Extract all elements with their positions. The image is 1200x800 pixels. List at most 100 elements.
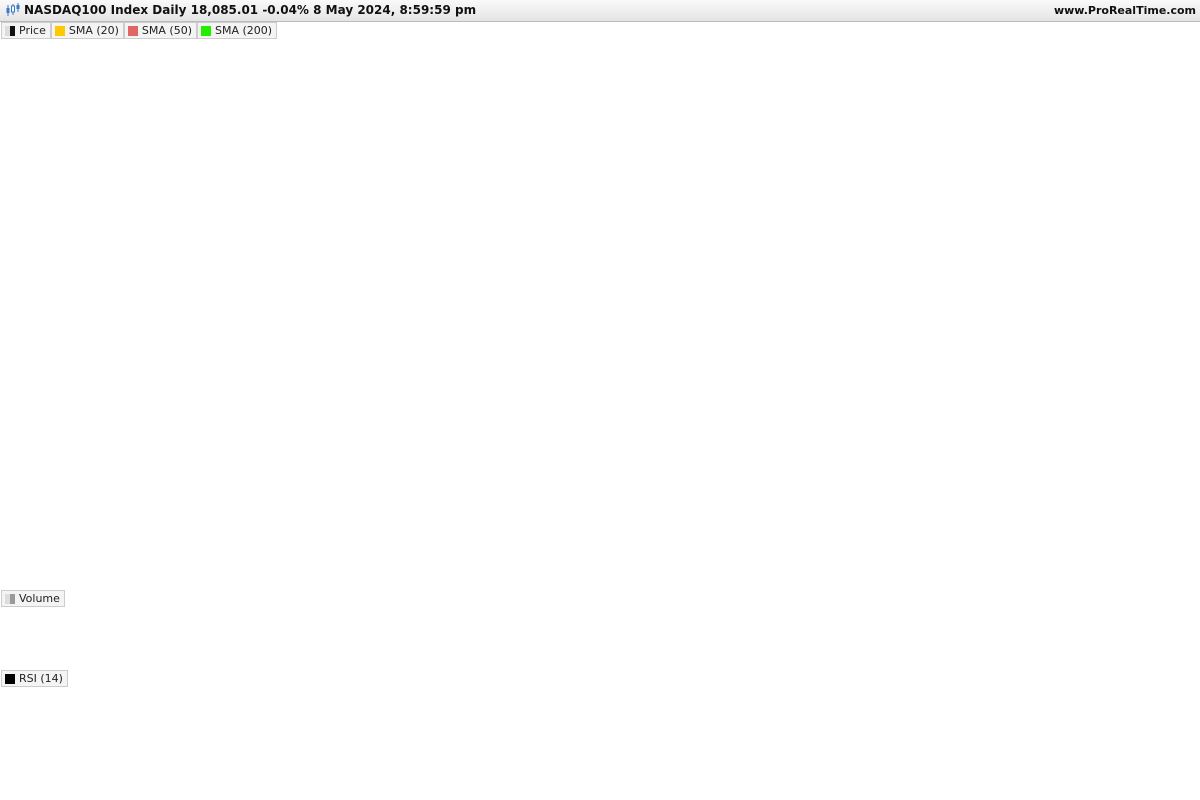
candle-down[interactable]: [293, 193, 302, 205]
volume-bar: [775, 629, 786, 668]
candle-up[interactable]: [207, 287, 216, 310]
time-tick-label: Jun: [1013, 782, 1036, 796]
candle-up[interactable]: [229, 224, 238, 234]
candle-down[interactable]: [250, 289, 259, 304]
candle-up[interactable]: [121, 353, 130, 389]
candle-down[interactable]: [347, 113, 356, 132]
candle-down[interactable]: [658, 150, 667, 263]
candle-up[interactable]: [218, 235, 227, 256]
candle-down[interactable]: [830, 159, 839, 166]
candle-down[interactable]: [443, 204, 452, 237]
candle-up[interactable]: [476, 126, 485, 171]
candle-down[interactable]: [733, 284, 742, 309]
candle-up[interactable]: [551, 112, 560, 118]
candle-up[interactable]: [744, 331, 753, 392]
candle-up[interactable]: [379, 111, 388, 147]
candle-down[interactable]: [35, 338, 44, 360]
candle-down[interactable]: [433, 157, 442, 185]
candle-up[interactable]: [819, 162, 828, 200]
candle-down[interactable]: [400, 196, 409, 201]
volume-bar: [614, 628, 625, 668]
candle-up[interactable]: [465, 177, 474, 212]
candle-up[interactable]: [723, 320, 732, 368]
legend-sma200[interactable]: SMA (200): [197, 22, 278, 39]
volume-bar: [99, 630, 110, 668]
downtrend-line[interactable]: [489, 69, 964, 176]
candle-up[interactable]: [798, 302, 807, 321]
candle-down[interactable]: [529, 101, 538, 118]
candle-down[interactable]: [787, 343, 796, 363]
volume-bar: [689, 627, 700, 668]
rsi-legend[interactable]: RSI (14): [1, 670, 68, 687]
candle-up[interactable]: [175, 241, 184, 249]
candle-up[interactable]: [712, 388, 721, 403]
candle-down[interactable]: [357, 163, 366, 214]
rsi-line: [0, 701, 845, 747]
candle-up[interactable]: [3, 516, 12, 525]
candle-up[interactable]: [325, 175, 334, 190]
candle-down[interactable]: [78, 330, 87, 336]
candle-down[interactable]: [368, 165, 377, 184]
candle-down[interactable]: [422, 148, 431, 171]
candle-down[interactable]: [519, 104, 528, 136]
candle-down[interactable]: [486, 77, 495, 109]
sma20-line: [6, 149, 845, 524]
candle-down[interactable]: [110, 373, 119, 411]
info-icon[interactable]: i: [840, 573, 851, 586]
candle-up[interactable]: [89, 288, 98, 331]
volume-legend[interactable]: Volume: [1, 590, 65, 607]
candle-down[interactable]: [615, 138, 624, 146]
candle-down[interactable]: [314, 212, 323, 220]
candle-up[interactable]: [755, 257, 764, 298]
volume-bar: [292, 624, 303, 668]
candle-up[interactable]: [261, 318, 270, 338]
candle-up[interactable]: [24, 361, 33, 430]
candle-down[interactable]: [604, 153, 613, 163]
candle-down[interactable]: [776, 256, 785, 331]
candle-up[interactable]: [561, 156, 570, 168]
candle-up[interactable]: [669, 258, 678, 266]
candle-down[interactable]: [57, 297, 66, 316]
candle-up[interactable]: [186, 195, 195, 233]
time-tick-label: Mar: [325, 782, 351, 796]
candle-down[interactable]: [390, 108, 399, 184]
candle-down[interactable]: [454, 179, 463, 192]
candle-down[interactable]: [701, 356, 710, 437]
price-tick-label: 16,800: [1146, 488, 1185, 501]
legend-sma50[interactable]: SMA (50): [123, 22, 197, 39]
candle-down[interactable]: [690, 309, 699, 343]
candle-up[interactable]: [411, 131, 420, 172]
candle-up[interactable]: [46, 338, 55, 355]
candle-up[interactable]: [626, 183, 635, 198]
candle-up[interactable]: [497, 101, 506, 114]
candle-down[interactable]: [196, 200, 205, 218]
candle-up[interactable]: [14, 450, 23, 474]
candle-up[interactable]: [304, 193, 313, 198]
legend-price[interactable]: Price: [1, 22, 51, 39]
candle-up[interactable]: [508, 116, 517, 134]
candle-down[interactable]: [647, 156, 656, 188]
candle-down[interactable]: [100, 298, 109, 322]
candle-down[interactable]: [143, 278, 152, 287]
candle-up[interactable]: [809, 213, 818, 226]
candle-up[interactable]: [572, 145, 581, 174]
candle-down[interactable]: [680, 240, 689, 318]
candle-down[interactable]: [67, 290, 76, 312]
candle-up[interactable]: [272, 184, 281, 223]
candle-down[interactable]: [540, 120, 549, 125]
candle-up[interactable]: [594, 158, 603, 203]
candle-up[interactable]: [132, 276, 141, 337]
candle-up[interactable]: [336, 110, 345, 171]
candle-down[interactable]: [282, 172, 291, 204]
candle-up[interactable]: [841, 163, 850, 191]
candle-down[interactable]: [766, 235, 775, 243]
legend-sma20[interactable]: SMA (20): [50, 22, 124, 39]
candle-down[interactable]: [153, 271, 162, 297]
site-link[interactable]: www.ProRealTime.com: [1053, 4, 1196, 17]
volume-bar: [496, 620, 507, 668]
candle-up[interactable]: [164, 248, 173, 270]
candle-up[interactable]: [637, 109, 646, 166]
candle-down[interactable]: [583, 103, 592, 219]
candle-down[interactable]: [239, 222, 248, 268]
